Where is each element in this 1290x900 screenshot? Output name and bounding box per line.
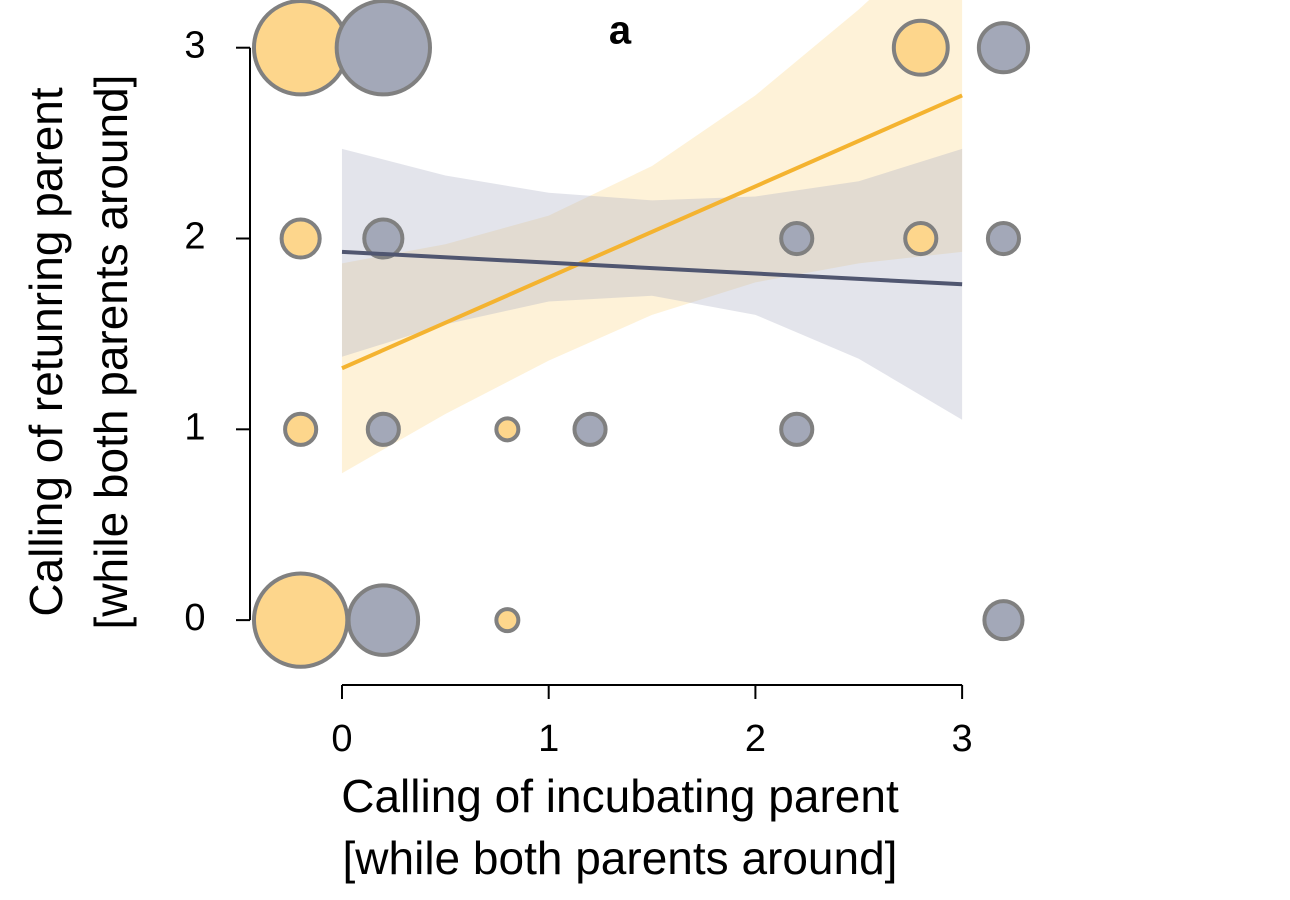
- bubble: [985, 220, 1022, 257]
- bubble: [494, 607, 521, 634]
- bubble: [279, 217, 322, 260]
- bubble: [346, 583, 421, 657]
- chart-title: a: [609, 9, 632, 53]
- bands: [341, 0, 963, 474]
- bubble: [362, 217, 405, 260]
- bubble: [779, 220, 815, 257]
- bubble: [572, 411, 608, 447]
- bubble: [779, 411, 815, 447]
- x-tick-label: 2: [745, 718, 766, 760]
- fit-line: [341, 93, 963, 371]
- bubble: [334, 0, 432, 97]
- x-axis-title: [while both parents around]: [343, 832, 898, 884]
- axes: 0 1 2 3 0 1 2 3: [184, 25, 972, 760]
- fit-line: [341, 249, 963, 287]
- y-tick-label: 2: [184, 216, 205, 258]
- bubble: [283, 411, 319, 447]
- bubble: [982, 599, 1025, 642]
- y-axis-title: [while both parents around]: [85, 75, 137, 630]
- fit-lines: [341, 93, 963, 371]
- x-tick-label: 1: [538, 718, 559, 760]
- x-tick-label: 3: [952, 718, 973, 760]
- bubbles: [251, 0, 1031, 669]
- bubble: [251, 571, 350, 669]
- y-tick-label: 0: [184, 597, 205, 639]
- bubble: [891, 18, 950, 77]
- y-axis-title: Calling of retunring parent: [20, 87, 72, 617]
- bubble: [903, 220, 939, 257]
- x-axis-title: Calling of incubating parent: [341, 770, 899, 822]
- bubble: [494, 416, 521, 443]
- bubble: [365, 411, 401, 447]
- x-tick-label: 0: [331, 718, 352, 760]
- bubble: [251, 0, 350, 97]
- y-tick-label: 1: [184, 406, 205, 448]
- y-tick-label: 3: [184, 25, 205, 67]
- confidence-band: [341, 0, 963, 474]
- bubble: [976, 21, 1031, 75]
- confidence-band: [341, 148, 963, 420]
